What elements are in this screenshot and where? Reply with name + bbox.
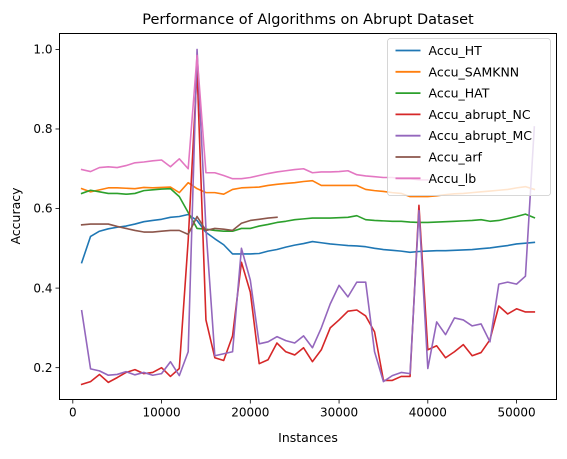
y-tick-label: 1.0 [33, 43, 52, 57]
x-axis-ticks: 0 10000 20000 30000 40000 50000 [69, 399, 536, 420]
x-tick-label: 30000 [320, 406, 358, 420]
y-tick-label: 0.2 [33, 361, 52, 375]
chart-title: Performance of Algorithms on Abrupt Data… [142, 12, 474, 28]
series-line-accu-ht [80, 213, 536, 264]
x-tick-label: 50000 [497, 406, 535, 420]
y-tick-label: 0.4 [33, 281, 52, 295]
y-axis-ticks: 0.2 0.4 0.6 0.8 1.0 [33, 43, 60, 375]
legend: Accu_HT Accu_SAMKNN Accu_HAT Accu_abrupt_NC… [387, 38, 551, 197]
x-tick-label: 10000 [142, 406, 180, 420]
legend-box [387, 38, 551, 197]
plot-frame [59, 33, 557, 400]
series-line-accu-hat [80, 187, 536, 233]
legend-label: Accu_abrupt_MC [429, 128, 533, 143]
x-tick-label: 40000 [409, 406, 447, 420]
plot-lines [80, 48, 536, 386]
legend-label: Accu_SAMKNN [429, 64, 520, 79]
legend-label: Accu_abrupt_NC [429, 107, 531, 122]
x-axis-label: Instances [278, 430, 338, 445]
legend-label: Accu_HAT [429, 86, 490, 101]
x-tick-label: 20000 [231, 406, 269, 420]
legend-label: Accu_lb [429, 171, 477, 186]
y-axis-label: Accuracy [8, 187, 23, 245]
series-line-accu-abrupt-mc [80, 48, 536, 383]
x-tick-label: 0 [69, 406, 77, 420]
series-line-accu-lb [80, 54, 429, 181]
y-tick-label: 0.8 [33, 122, 52, 136]
legend-label: Accu_arf [429, 150, 483, 165]
series-line-accu-arf [80, 215, 278, 236]
legend-label: Accu_HT [429, 43, 483, 58]
series-line-accu-abrupt-nc [80, 68, 536, 386]
y-tick-label: 0.6 [33, 202, 52, 216]
